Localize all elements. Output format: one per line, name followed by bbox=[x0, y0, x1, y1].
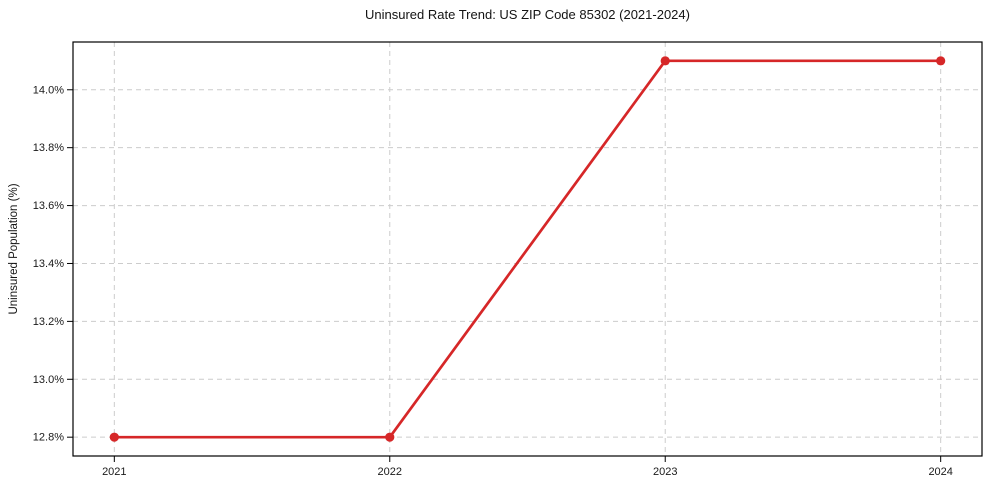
data-point-marker bbox=[936, 56, 946, 66]
y-tick-label: 13.4% bbox=[33, 258, 64, 270]
trend-line bbox=[114, 59, 941, 439]
y-tick-label: 14.0% bbox=[33, 84, 64, 96]
x-tick-label: 2021 bbox=[102, 466, 126, 478]
y-tick-label: 13.6% bbox=[33, 200, 64, 212]
y-tick-label: 13.2% bbox=[33, 316, 64, 328]
data-point-marker bbox=[109, 432, 119, 442]
y-tick-label: 12.8% bbox=[33, 432, 64, 444]
y-tick-label: 13.8% bbox=[33, 142, 64, 154]
y-tick-label: 13.0% bbox=[33, 374, 64, 386]
axes-frame bbox=[72, 41, 983, 457]
x-tick-label: 2024 bbox=[928, 466, 952, 478]
x-tick-label: 2022 bbox=[378, 466, 402, 478]
x-tick-label: 2023 bbox=[653, 466, 677, 478]
data-point-marker bbox=[385, 432, 395, 442]
data-point-marker bbox=[660, 56, 670, 66]
chart-title: Uninsured Rate Trend: US ZIP Code 85302 … bbox=[365, 7, 690, 22]
